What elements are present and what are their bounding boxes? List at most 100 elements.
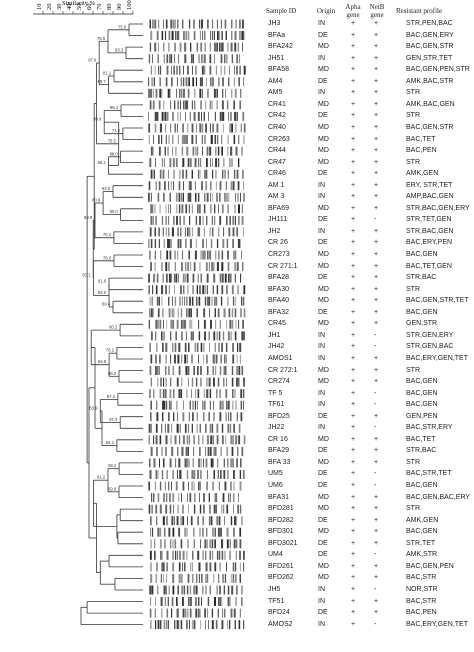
resistant-profile-cell: BAC,ERY,GEN,TET [406, 620, 468, 628]
gel-band [176, 400, 178, 410]
apha-cell: + [351, 31, 356, 39]
gel-band [189, 227, 191, 237]
gel-band [210, 135, 213, 144]
gel-band [224, 19, 227, 29]
gel-band [181, 573, 183, 583]
resistant-profile-cell: STR [406, 366, 420, 374]
gel-band [216, 19, 218, 29]
gel-band [215, 354, 218, 364]
gel-band [231, 158, 233, 168]
gel-band [219, 366, 222, 375]
gel-band [233, 135, 236, 144]
gel-band [187, 88, 190, 98]
gel-band [201, 54, 203, 64]
gel-band [163, 527, 166, 537]
gel-band [156, 31, 159, 40]
gel-band [177, 100, 179, 110]
netb-cell: + [374, 354, 379, 362]
gel-band [180, 227, 182, 237]
gel-band [167, 239, 170, 248]
gel-band [157, 527, 160, 537]
gel-band [149, 100, 152, 110]
gel-band [241, 516, 243, 526]
origin-cell: MD [318, 458, 329, 466]
gel-band [217, 308, 220, 318]
gel-band [203, 354, 205, 364]
gel-band [227, 146, 229, 156]
sample-id: TF51 [268, 597, 285, 605]
gel-band [190, 562, 192, 572]
gel-band [168, 239, 171, 248]
gel-band [179, 169, 181, 179]
gel-band [167, 620, 169, 630]
resistant-profile-cell: BAC,STR [406, 574, 437, 582]
gel-band [161, 158, 163, 168]
gel-band [227, 458, 229, 468]
gel-band [215, 446, 217, 456]
node-similarity-label: 83.9 [84, 215, 93, 220]
node-similarity-label: 67.3 [109, 417, 118, 422]
gel-band [227, 204, 229, 214]
gel-band [148, 111, 149, 121]
sample-id: AM 3 [268, 193, 285, 201]
netb-cell: + [374, 366, 379, 374]
gel-band [206, 239, 207, 248]
resistant-profile-cell: BAC,STR,ERY [406, 424, 453, 432]
netb-cell: + [374, 54, 379, 62]
gel-band [231, 88, 233, 98]
gel-band [163, 158, 165, 168]
gel-lane [148, 77, 245, 87]
gel-band [239, 527, 242, 537]
gel-band [182, 481, 185, 491]
origin-cell: MD [318, 158, 329, 166]
gel-band [153, 135, 154, 144]
resistant-profile-cell: BAC,GEN,STR [406, 43, 454, 51]
gel-band [206, 366, 209, 375]
gel-band [206, 481, 208, 491]
gel-band [180, 100, 181, 110]
gel-band [170, 400, 172, 410]
netb-cell: + [374, 609, 379, 617]
gel-band [160, 550, 162, 560]
origin-cell: IN [318, 193, 325, 201]
gel-band [173, 65, 175, 75]
gel-band [152, 19, 154, 29]
gel-band [157, 192, 160, 202]
gel-band [220, 527, 222, 537]
gel-band [232, 227, 235, 237]
gel-band [192, 273, 195, 283]
header-origin: Origin [316, 7, 336, 15]
gel-band [220, 470, 222, 479]
gel-band [238, 493, 239, 503]
gel-band [154, 19, 157, 29]
gel-band [231, 366, 234, 375]
gel-lane [150, 204, 243, 214]
gel-band [161, 562, 164, 572]
gel-band [187, 100, 189, 110]
gel-band [226, 239, 229, 248]
apha-cell: + [351, 135, 356, 143]
gel-band [203, 342, 205, 352]
sample-id: UM6 [268, 482, 283, 489]
gel-band [229, 550, 231, 560]
gel-band [157, 620, 159, 630]
gel-band [181, 88, 183, 98]
gel-band [199, 423, 201, 433]
gel-band [242, 169, 244, 179]
gel-band [220, 354, 222, 364]
gel-band [162, 458, 165, 468]
gel-band [163, 54, 165, 64]
gel-lane [148, 111, 245, 121]
sample-id: AM4 [268, 77, 283, 85]
gel-band [175, 458, 177, 468]
gel-band [229, 620, 231, 630]
apha-cell: + [351, 551, 356, 559]
gel-band [158, 19, 160, 29]
gel-band [157, 54, 159, 64]
node-similarity-label: 86.1 [110, 105, 119, 110]
gel-band [200, 366, 202, 375]
gel-band [221, 31, 223, 40]
gel-band [191, 377, 194, 387]
gel-band [215, 181, 217, 191]
gel-band [240, 88, 242, 98]
